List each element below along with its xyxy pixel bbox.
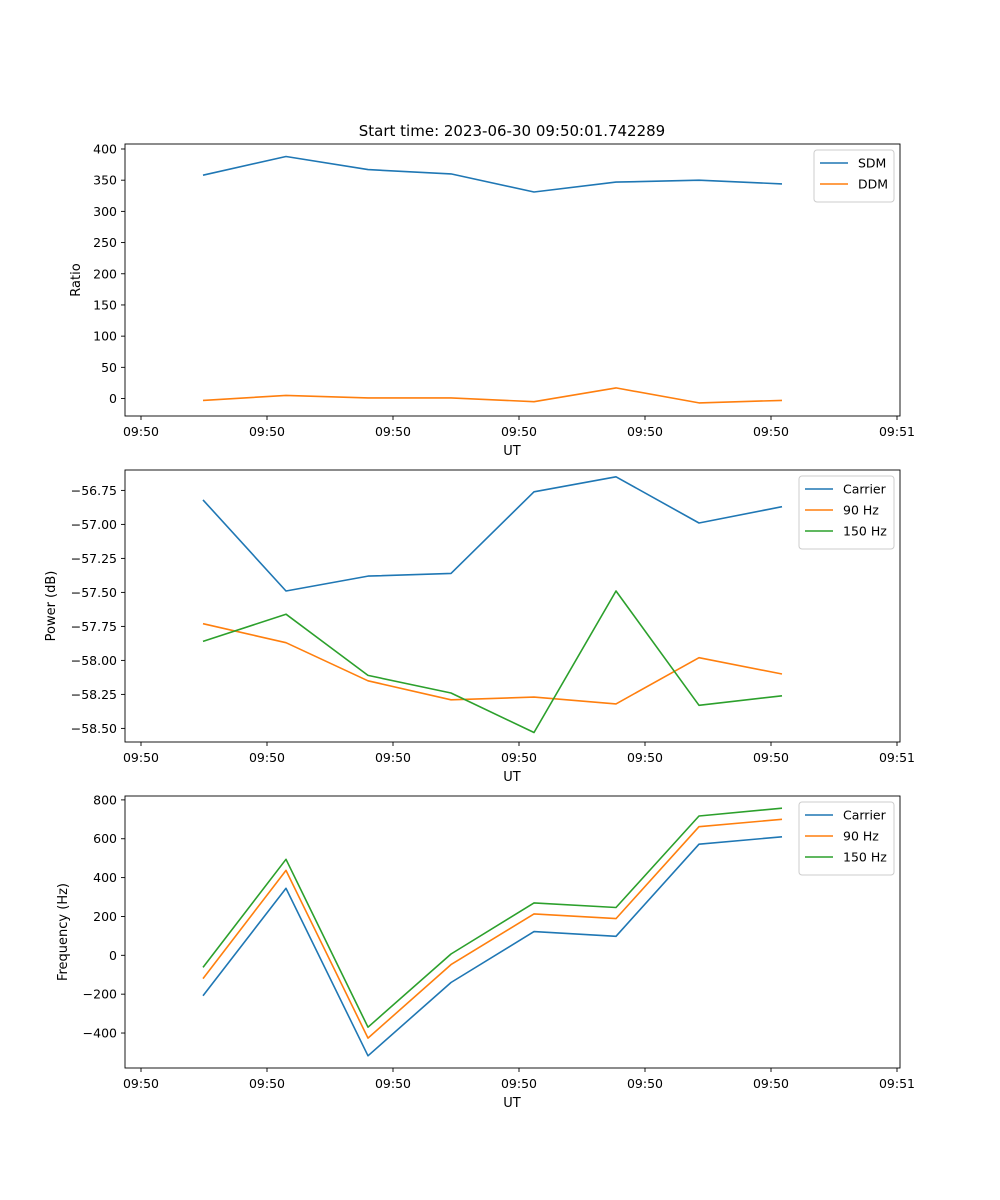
x-tick-label: 09:50 <box>375 1076 411 1091</box>
legend-label: 150 Hz <box>843 524 887 539</box>
x-tick-label: 09:50 <box>501 1076 537 1091</box>
y-tick-label: 350 <box>93 173 117 188</box>
y-tick-label: 400 <box>93 870 117 885</box>
y-axis-label: Power (dB) <box>44 571 59 642</box>
legend-label: 150 Hz <box>843 850 887 865</box>
y-tick-label: 300 <box>93 204 117 219</box>
x-tick-label: 09:50 <box>375 750 411 765</box>
series-line-150-hz <box>202 590 783 734</box>
x-tick-label: 09:50 <box>627 750 663 765</box>
axes-frame <box>124 143 901 417</box>
y-tick-label: −57.25 <box>71 551 117 566</box>
legend: SDM DDM <box>813 149 895 203</box>
y-tick-label: −400 <box>83 1026 117 1041</box>
legend-label: Carrier <box>843 482 887 497</box>
y-tick-label: 250 <box>93 235 117 250</box>
y-tick-label: 50 <box>101 360 117 375</box>
series-line-carrier <box>202 836 783 1057</box>
y-tick-label: −57.75 <box>71 619 117 634</box>
x-tick-label: 09:50 <box>375 424 411 439</box>
chart-panel-2: −58.50 −58.25 −58.00 −57.75 −57.50 −57.25 −57.… <box>44 469 915 785</box>
series-line-90-hz <box>202 622 783 705</box>
legend-label: SDM <box>858 156 886 171</box>
series-line-150-hz <box>202 807 783 1028</box>
legend-label: DDM <box>858 177 888 192</box>
y-tick-label: 400 <box>93 141 117 156</box>
x-tick-label: 09:50 <box>249 424 285 439</box>
y-tick-label: 100 <box>93 329 117 344</box>
x-tick-label: 09:51 <box>879 750 915 765</box>
axes-frame <box>124 469 901 743</box>
legend-label: 90 Hz <box>843 829 879 844</box>
x-tick-label: 09:50 <box>753 424 789 439</box>
chart-panel-3: −400 −200 0 200 400 600 800 09:50 09:50 09:50 09:5… <box>56 792 915 1111</box>
x-tick-label: 09:50 <box>123 1076 159 1091</box>
x-tick-label: 09:50 <box>249 750 285 765</box>
axes-frame <box>124 795 901 1069</box>
y-tick-label: −57.00 <box>71 517 117 532</box>
y-tick-label: 0 <box>109 948 117 963</box>
series-line-carrier <box>202 475 783 592</box>
chart-panel-1: 0 50 100 150 200 250 300 350 400 09:50 09:50 09:50 0… <box>69 141 915 459</box>
x-axis-label: UT <box>503 1096 521 1111</box>
legend-label: Carrier <box>843 808 887 823</box>
y-axis-label: Frequency (Hz) <box>56 883 71 981</box>
x-tick-label: 09:50 <box>501 424 537 439</box>
series-line-90-hz <box>202 818 783 1039</box>
y-tick-label: 150 <box>93 297 117 312</box>
x-axis-label: UT <box>503 444 521 459</box>
y-tick-label: −56.75 <box>71 483 117 498</box>
y-tick-label: 600 <box>93 831 117 846</box>
x-tick-label: 09:51 <box>879 1076 915 1091</box>
x-tick-label: 09:50 <box>123 750 159 765</box>
figure-title: Start time: 2023-06-30 09:50:01.742289 <box>359 122 665 140</box>
x-tick-label: 09:50 <box>627 424 663 439</box>
legend: Carrier 90 Hz 150 Hz <box>798 475 895 550</box>
x-tick-label: 09:50 <box>753 750 789 765</box>
series-line-ddm <box>202 387 783 404</box>
y-tick-label: 200 <box>93 909 117 924</box>
x-tick-label: 09:50 <box>249 1076 285 1091</box>
x-axis-label: UT <box>503 770 521 785</box>
series-line-sdm <box>202 155 783 193</box>
x-tick-label: 09:50 <box>627 1076 663 1091</box>
y-tick-label: −57.50 <box>71 585 117 600</box>
y-tick-label: 200 <box>93 266 117 281</box>
y-axis-label: Ratio <box>69 263 84 296</box>
legend-label: 90 Hz <box>843 503 879 518</box>
y-tick-label: −58.50 <box>71 721 117 736</box>
x-tick-label: 09:50 <box>501 750 537 765</box>
y-tick-label: 0 <box>109 391 117 406</box>
y-tick-label: −58.00 <box>71 653 117 668</box>
x-tick-label: 09:50 <box>753 1076 789 1091</box>
x-tick-label: 09:51 <box>879 424 915 439</box>
y-tick-label: 800 <box>93 792 117 807</box>
y-tick-label: −200 <box>83 987 117 1002</box>
legend: Carrier 90 Hz 150 Hz <box>798 801 895 876</box>
y-tick-label: −58.25 <box>71 687 117 702</box>
x-tick-label: 09:50 <box>123 424 159 439</box>
